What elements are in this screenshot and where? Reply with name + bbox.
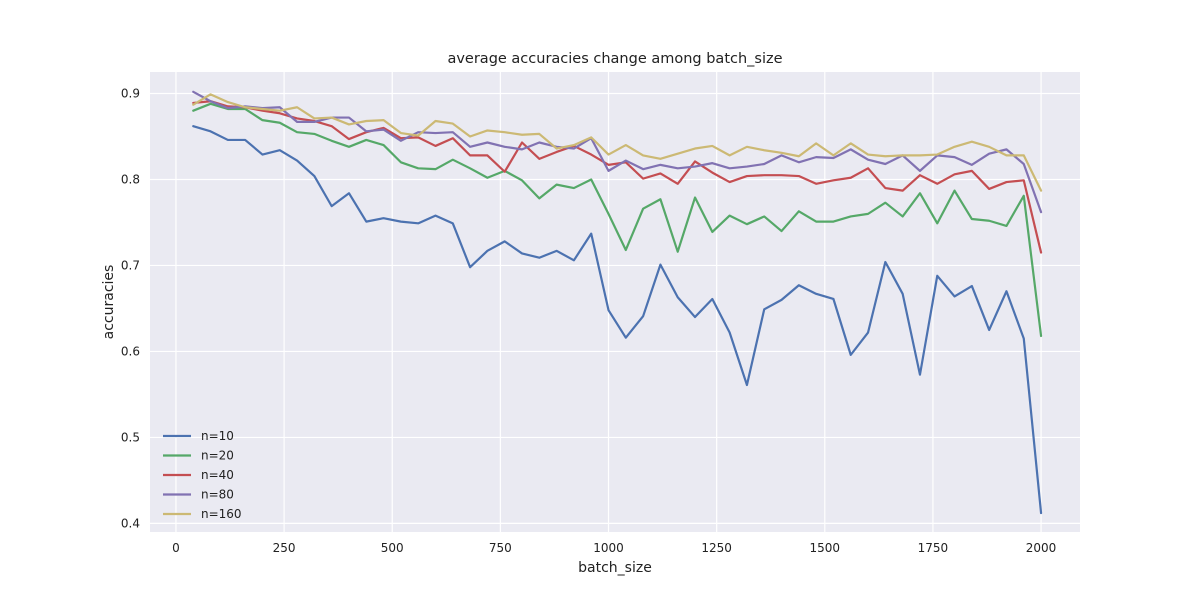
x-tick-label: 750 [489,541,512,555]
x-tick-label: 1750 [918,541,949,555]
series-lines [192,90,1043,515]
series-line-n-10 [192,125,1043,515]
y-tick-label: 0.9 [121,86,140,100]
legend-entry-label: n=10 [201,429,234,443]
series-line-n-20 [192,102,1043,338]
x-tick-label: 1250 [701,541,732,555]
x-tick-label: 1500 [810,541,841,555]
series-line-n-40 [192,100,1043,254]
legend: n=10 n=20 n=40 n=80 n=160 [163,429,242,521]
x-axis-label: batch_size [578,560,652,576]
y-tick-label: 0.7 [121,258,140,272]
chart-title: average accuracies change among batch_si… [447,51,782,67]
series-line-n-160 [192,93,1043,192]
x-tick-label: 1000 [593,541,624,555]
legend-entry-label: n=20 [201,449,234,463]
y-tick-label: 0.5 [121,430,140,444]
y-tick-label: 0.6 [121,344,140,358]
y-tick-label: 0.4 [121,516,140,530]
legend-entry-label: n=160 [201,507,242,521]
legend-entry-label: n=80 [201,488,234,502]
x-tick-label: 500 [381,541,404,555]
x-tick-label: 250 [273,541,296,555]
x-tick-label: 2000 [1026,541,1057,555]
plot-background [150,72,1080,532]
y-axis-label: accuracies [101,265,117,340]
tick-labels: 0 250 500 750 1000 1250 1500 1750 2000 0.4 0.5 0.6 0… [121,86,1056,555]
x-tick-label: 0 [172,541,180,555]
y-tick-label: 0.8 [121,172,140,186]
legend-entry-label: n=40 [201,468,234,482]
